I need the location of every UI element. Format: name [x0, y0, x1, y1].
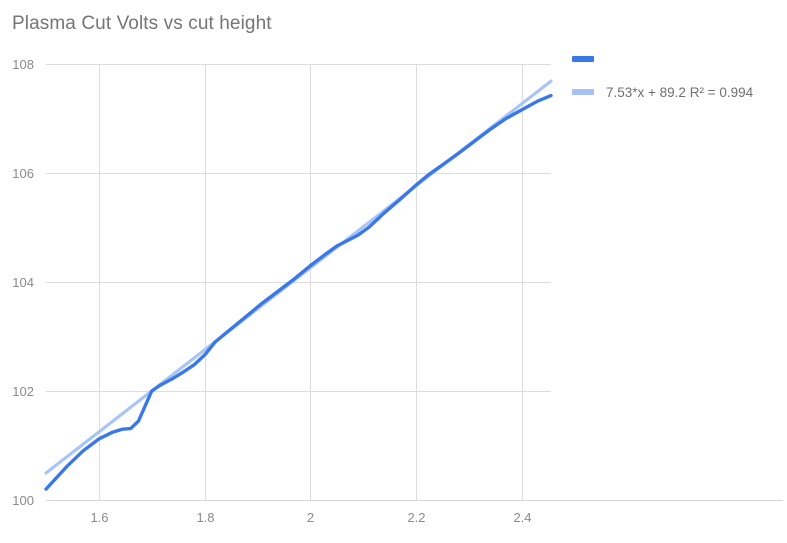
series-group — [44, 79, 553, 491]
data-series-path — [44, 93, 553, 491]
legend-color-swatch — [572, 89, 594, 95]
y-axis-tick-label: 104 — [12, 275, 34, 290]
y-axis-tick-label: 106 — [12, 166, 34, 181]
gridlines-group — [46, 64, 783, 501]
x-axis-tick-label: 1.6 — [90, 510, 108, 525]
x-axis-tick-label: 2 — [307, 510, 314, 525]
legend-color-swatch — [572, 56, 594, 62]
y-axis-tick-label: 108 — [12, 57, 34, 72]
axis-labels-group: 100 102 104 106 108 1.6 1.8 2 2.2 2.4 — [12, 57, 531, 525]
legend-entry[interactable]: 7.53*x + 89.2 R² = 0.994 — [572, 81, 782, 103]
x-axis-tick-label: 1.8 — [196, 510, 214, 525]
y-axis-tick-label: 102 — [12, 384, 34, 399]
x-axis-tick-label: 2.4 — [513, 510, 531, 525]
y-axis-tick-label: 100 — [12, 493, 34, 508]
legend-entry-label: 7.53*x + 89.2 R² = 0.994 — [606, 84, 754, 100]
legend-entry[interactable] — [572, 48, 782, 70]
chart-legend: 7.53*x + 89.2 R² = 0.994 — [572, 48, 782, 114]
x-axis-tick-label: 2.2 — [407, 510, 425, 525]
chart-title: Plasma Cut Volts vs cut height — [12, 13, 272, 34]
